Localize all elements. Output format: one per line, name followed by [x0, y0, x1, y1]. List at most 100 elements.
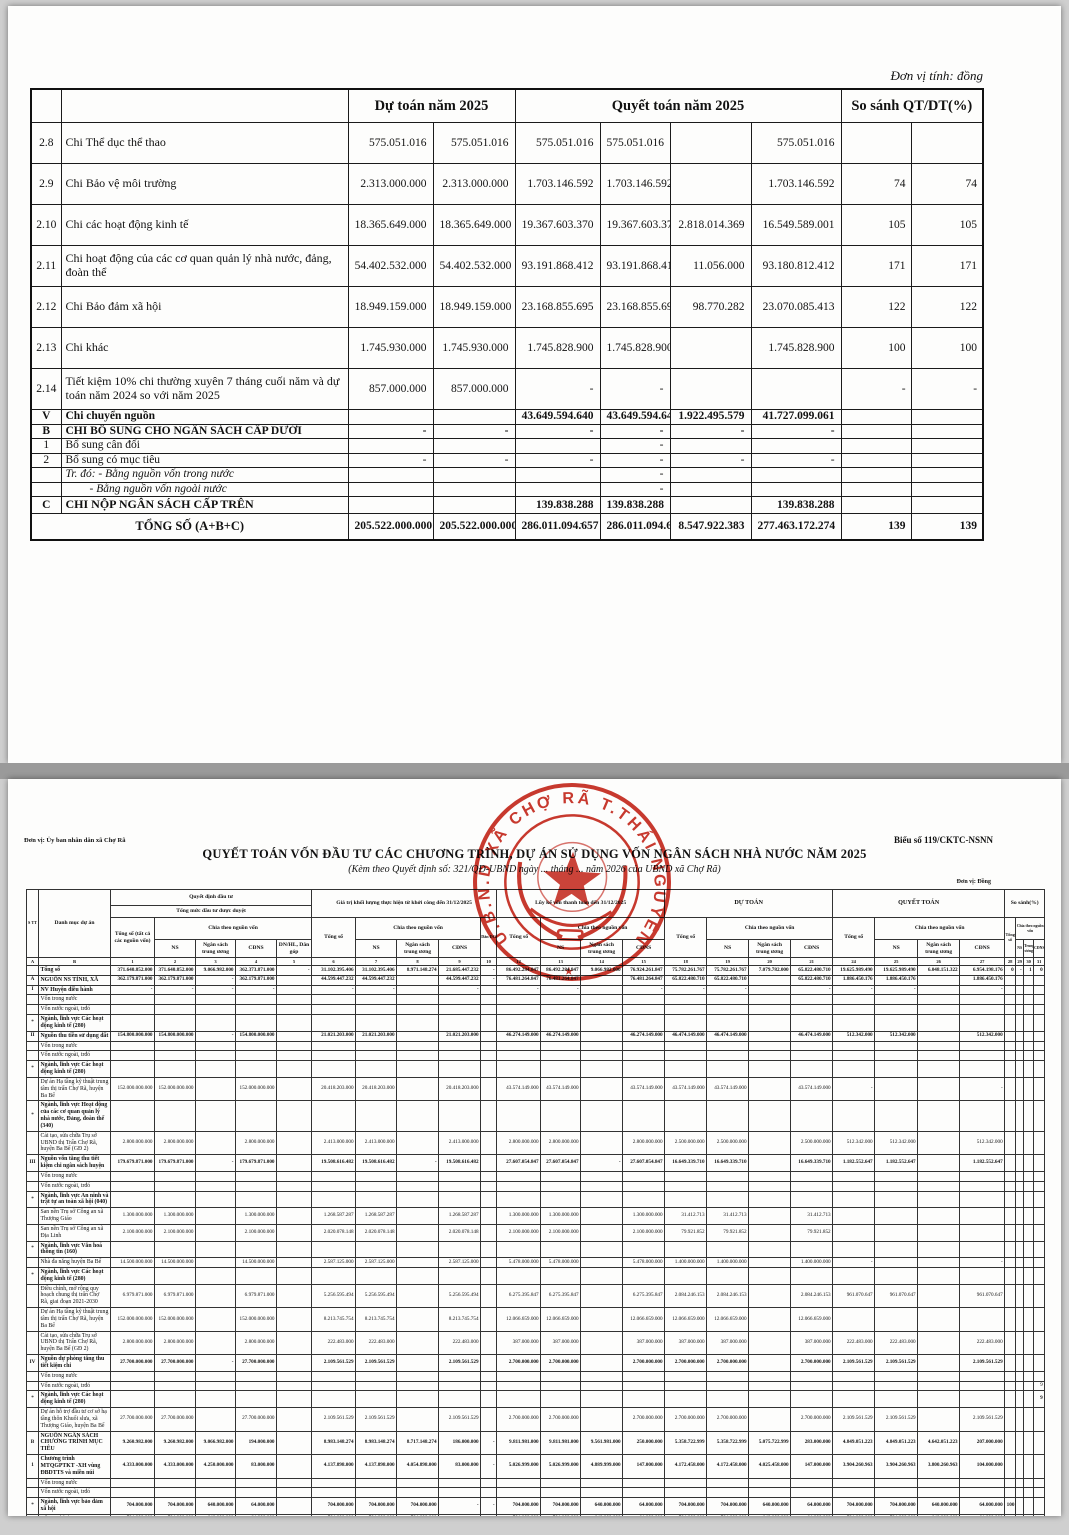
cell: 704.000.000	[496, 1513, 542, 1516]
cell: 93.191.868.412	[514, 245, 601, 287]
cell	[154, 1487, 196, 1499]
cell: 2.313.000.000	[347, 163, 434, 205]
cell	[874, 994, 919, 1006]
cell	[275, 1060, 313, 1078]
cell: 2.800.000.000	[496, 1130, 542, 1156]
table-row: B NGUỒN NGÂN SÁCH CHƯƠNG TRÌNH MỤC TIÊU 9.…	[26, 1430, 1046, 1456]
cell: 4.889.999.000	[580, 1454, 624, 1479]
cell	[959, 1223, 1006, 1242]
cell	[311, 1170, 357, 1182]
cell: 12.066.659.000	[790, 1307, 834, 1332]
cell	[432, 467, 516, 483]
cell	[1015, 1060, 1025, 1078]
cell: 19.508.616.482	[355, 1154, 398, 1172]
cell	[917, 1307, 961, 1332]
cell	[1015, 1513, 1025, 1516]
cell: 2.587.125.000	[355, 1257, 398, 1268]
cell	[26, 965, 39, 976]
cell	[622, 1004, 666, 1016]
cell: 8.547.922.383	[669, 513, 752, 540]
cell	[959, 1380, 1006, 1392]
cell	[748, 1354, 792, 1372]
cell: 64.000.000	[790, 1513, 834, 1516]
cell: 6.275.395.847	[496, 1283, 542, 1309]
cell: 704.000.000	[311, 1497, 357, 1515]
cell: 362.179.871.000	[154, 974, 196, 986]
cell: 46.474.149.000	[706, 1030, 750, 1042]
cell: 152.000.000.000	[235, 1076, 277, 1102]
cell	[1033, 1283, 1046, 1309]
table-row: II Nguồn thu tiền sử dụng đất 154.800.000.…	[26, 1030, 1046, 1042]
cell: 122	[840, 286, 912, 328]
cell	[874, 1487, 919, 1499]
cell	[496, 1477, 542, 1489]
cell	[26, 1307, 39, 1332]
cell	[580, 1130, 624, 1156]
cell	[275, 1266, 313, 1285]
cell	[195, 1330, 236, 1356]
cell: 2.800.000.000	[540, 1130, 582, 1156]
cell	[110, 994, 155, 1006]
header-cell: CĐNS	[622, 939, 666, 958]
cell: 8.213.745.754	[438, 1307, 482, 1332]
cell: 2.109.561.529	[438, 1354, 482, 1372]
cell: 857.000.000	[432, 368, 516, 410]
cell	[917, 1266, 961, 1285]
cell	[959, 1040, 1006, 1052]
cell	[396, 1354, 440, 1372]
cell	[496, 1004, 542, 1016]
cell	[874, 1223, 919, 1242]
cell	[664, 1060, 708, 1078]
cell	[832, 1380, 876, 1392]
cell: 139.838.288	[599, 496, 671, 514]
header-cell: Tổng số	[496, 917, 542, 958]
cell	[480, 984, 498, 996]
cell: 575.051.016	[432, 122, 516, 164]
cell	[26, 1487, 39, 1499]
cell	[396, 1266, 440, 1285]
cell: 1.268.587.287	[311, 1207, 357, 1225]
cell	[840, 452, 912, 468]
cell	[110, 1050, 155, 1062]
cell	[750, 481, 842, 497]
cell: 14.500.000.000	[235, 1257, 277, 1268]
cell	[355, 1390, 398, 1409]
issuing-unit: Đơn vị: Ủy ban nhân dân xã Chợ Rã	[24, 837, 126, 844]
header-cell: 7	[355, 957, 398, 966]
cell	[396, 1207, 440, 1225]
cell	[480, 1407, 498, 1432]
cell: -	[195, 1030, 236, 1042]
cell: 65.822.480.710	[664, 974, 708, 986]
cell	[480, 1283, 498, 1309]
cell: 2.109.561.529	[355, 1354, 398, 1372]
cell	[396, 974, 440, 986]
cell	[154, 1050, 196, 1062]
cell	[235, 1170, 277, 1182]
cell: -	[832, 984, 876, 996]
cell	[26, 1040, 39, 1052]
cell	[1023, 974, 1035, 986]
cell	[832, 1223, 876, 1242]
cell: 5.256.595.494	[438, 1283, 482, 1309]
cell: 21.021.203.000	[311, 1030, 357, 1042]
cell	[664, 1380, 708, 1392]
cell: III	[26, 1154, 39, 1172]
table-row: 1 Chương trình MTQGPTKT -XH vùng ĐBDTTS v…	[26, 1454, 1046, 1479]
cell: 1.300.000.000	[496, 1207, 542, 1225]
cell	[275, 1283, 313, 1309]
header-cell: 15	[622, 957, 666, 966]
cell: Vốn trong nước	[38, 1477, 111, 1489]
cell	[832, 1370, 876, 1382]
cell: 640.000.000	[195, 1497, 236, 1515]
cell	[706, 1050, 750, 1062]
cell	[355, 1240, 398, 1259]
cell	[540, 1170, 582, 1182]
cell	[664, 1050, 708, 1062]
cell: 2.084.246.153	[790, 1283, 834, 1309]
cell	[1004, 1330, 1017, 1356]
table-row: Dự án hỗ trợ đầu tư cơ sở hạ tầng thôn K…	[26, 1407, 1046, 1432]
header-cell: CĐNS	[959, 939, 1006, 958]
cell: 2.084.246.153	[706, 1283, 750, 1309]
table-row: Tr. đó: - Bằng nguồn vốn trong nước -	[30, 467, 984, 483]
header-cell: NS	[1015, 939, 1025, 958]
